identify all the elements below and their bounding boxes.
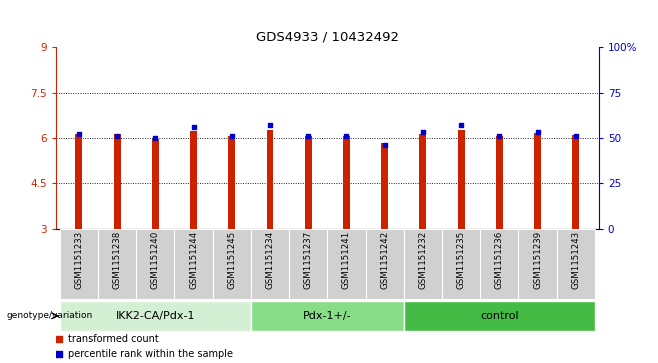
Bar <box>442 229 480 299</box>
Bar <box>266 130 274 229</box>
Bar <box>381 143 388 229</box>
Text: GSM1151245: GSM1151245 <box>227 231 236 289</box>
Bar <box>404 301 595 330</box>
Bar <box>480 229 519 299</box>
Bar <box>251 301 404 330</box>
Bar <box>213 229 251 299</box>
Bar <box>98 229 136 299</box>
Text: GSM1151233: GSM1151233 <box>74 231 84 289</box>
Text: GSM1151235: GSM1151235 <box>457 231 466 289</box>
Point <box>227 293 238 299</box>
Point <box>150 135 161 141</box>
Bar <box>328 229 366 299</box>
Bar <box>305 136 312 229</box>
Bar <box>557 229 595 299</box>
Point <box>227 157 238 163</box>
Bar <box>572 135 579 229</box>
Bar <box>136 229 174 299</box>
Text: GSM1151236: GSM1151236 <box>495 231 504 289</box>
Text: GSM1151241: GSM1151241 <box>342 231 351 289</box>
Bar <box>289 229 327 299</box>
Text: GSM1151239: GSM1151239 <box>533 231 542 289</box>
Text: GSM1151243: GSM1151243 <box>571 231 580 289</box>
Point <box>456 122 467 128</box>
Bar <box>366 229 404 299</box>
Bar <box>60 301 251 330</box>
Bar <box>420 134 426 229</box>
Bar <box>251 229 289 299</box>
Point <box>380 142 390 148</box>
Text: GSM1151240: GSM1151240 <box>151 231 160 289</box>
Bar <box>496 136 503 229</box>
Bar <box>404 229 442 299</box>
Bar <box>60 229 98 299</box>
Point <box>112 133 122 139</box>
Text: control: control <box>480 311 519 321</box>
Bar <box>534 133 541 229</box>
Point <box>418 130 428 135</box>
Bar <box>152 139 159 229</box>
Bar <box>458 130 465 229</box>
Point <box>188 124 199 130</box>
Point <box>532 130 543 135</box>
Point <box>265 122 275 128</box>
Text: GSM1151244: GSM1151244 <box>189 231 198 289</box>
Point <box>570 133 581 139</box>
Title: GDS4933 / 10432492: GDS4933 / 10432492 <box>256 30 399 43</box>
Point <box>74 131 84 137</box>
Text: GSM1151237: GSM1151237 <box>304 231 313 289</box>
Bar <box>174 229 213 299</box>
Text: genotype/variation: genotype/variation <box>7 311 93 320</box>
Bar <box>114 134 120 229</box>
Text: GSM1151232: GSM1151232 <box>418 231 428 289</box>
Bar <box>343 136 350 229</box>
Point <box>494 133 505 139</box>
Bar <box>190 131 197 229</box>
Text: GSM1151234: GSM1151234 <box>266 231 274 289</box>
Point <box>303 133 313 139</box>
Text: percentile rank within the sample: percentile rank within the sample <box>68 349 233 359</box>
Text: GSM1151242: GSM1151242 <box>380 231 389 289</box>
Bar <box>228 135 235 229</box>
Text: IKK2-CA/Pdx-1: IKK2-CA/Pdx-1 <box>116 311 195 321</box>
Text: GSM1151238: GSM1151238 <box>113 231 122 289</box>
Bar <box>76 134 82 229</box>
Point <box>226 133 237 139</box>
Text: Pdx-1+/-: Pdx-1+/- <box>303 311 351 321</box>
Text: transformed count: transformed count <box>68 334 159 344</box>
Bar <box>519 229 557 299</box>
Point <box>342 133 352 139</box>
